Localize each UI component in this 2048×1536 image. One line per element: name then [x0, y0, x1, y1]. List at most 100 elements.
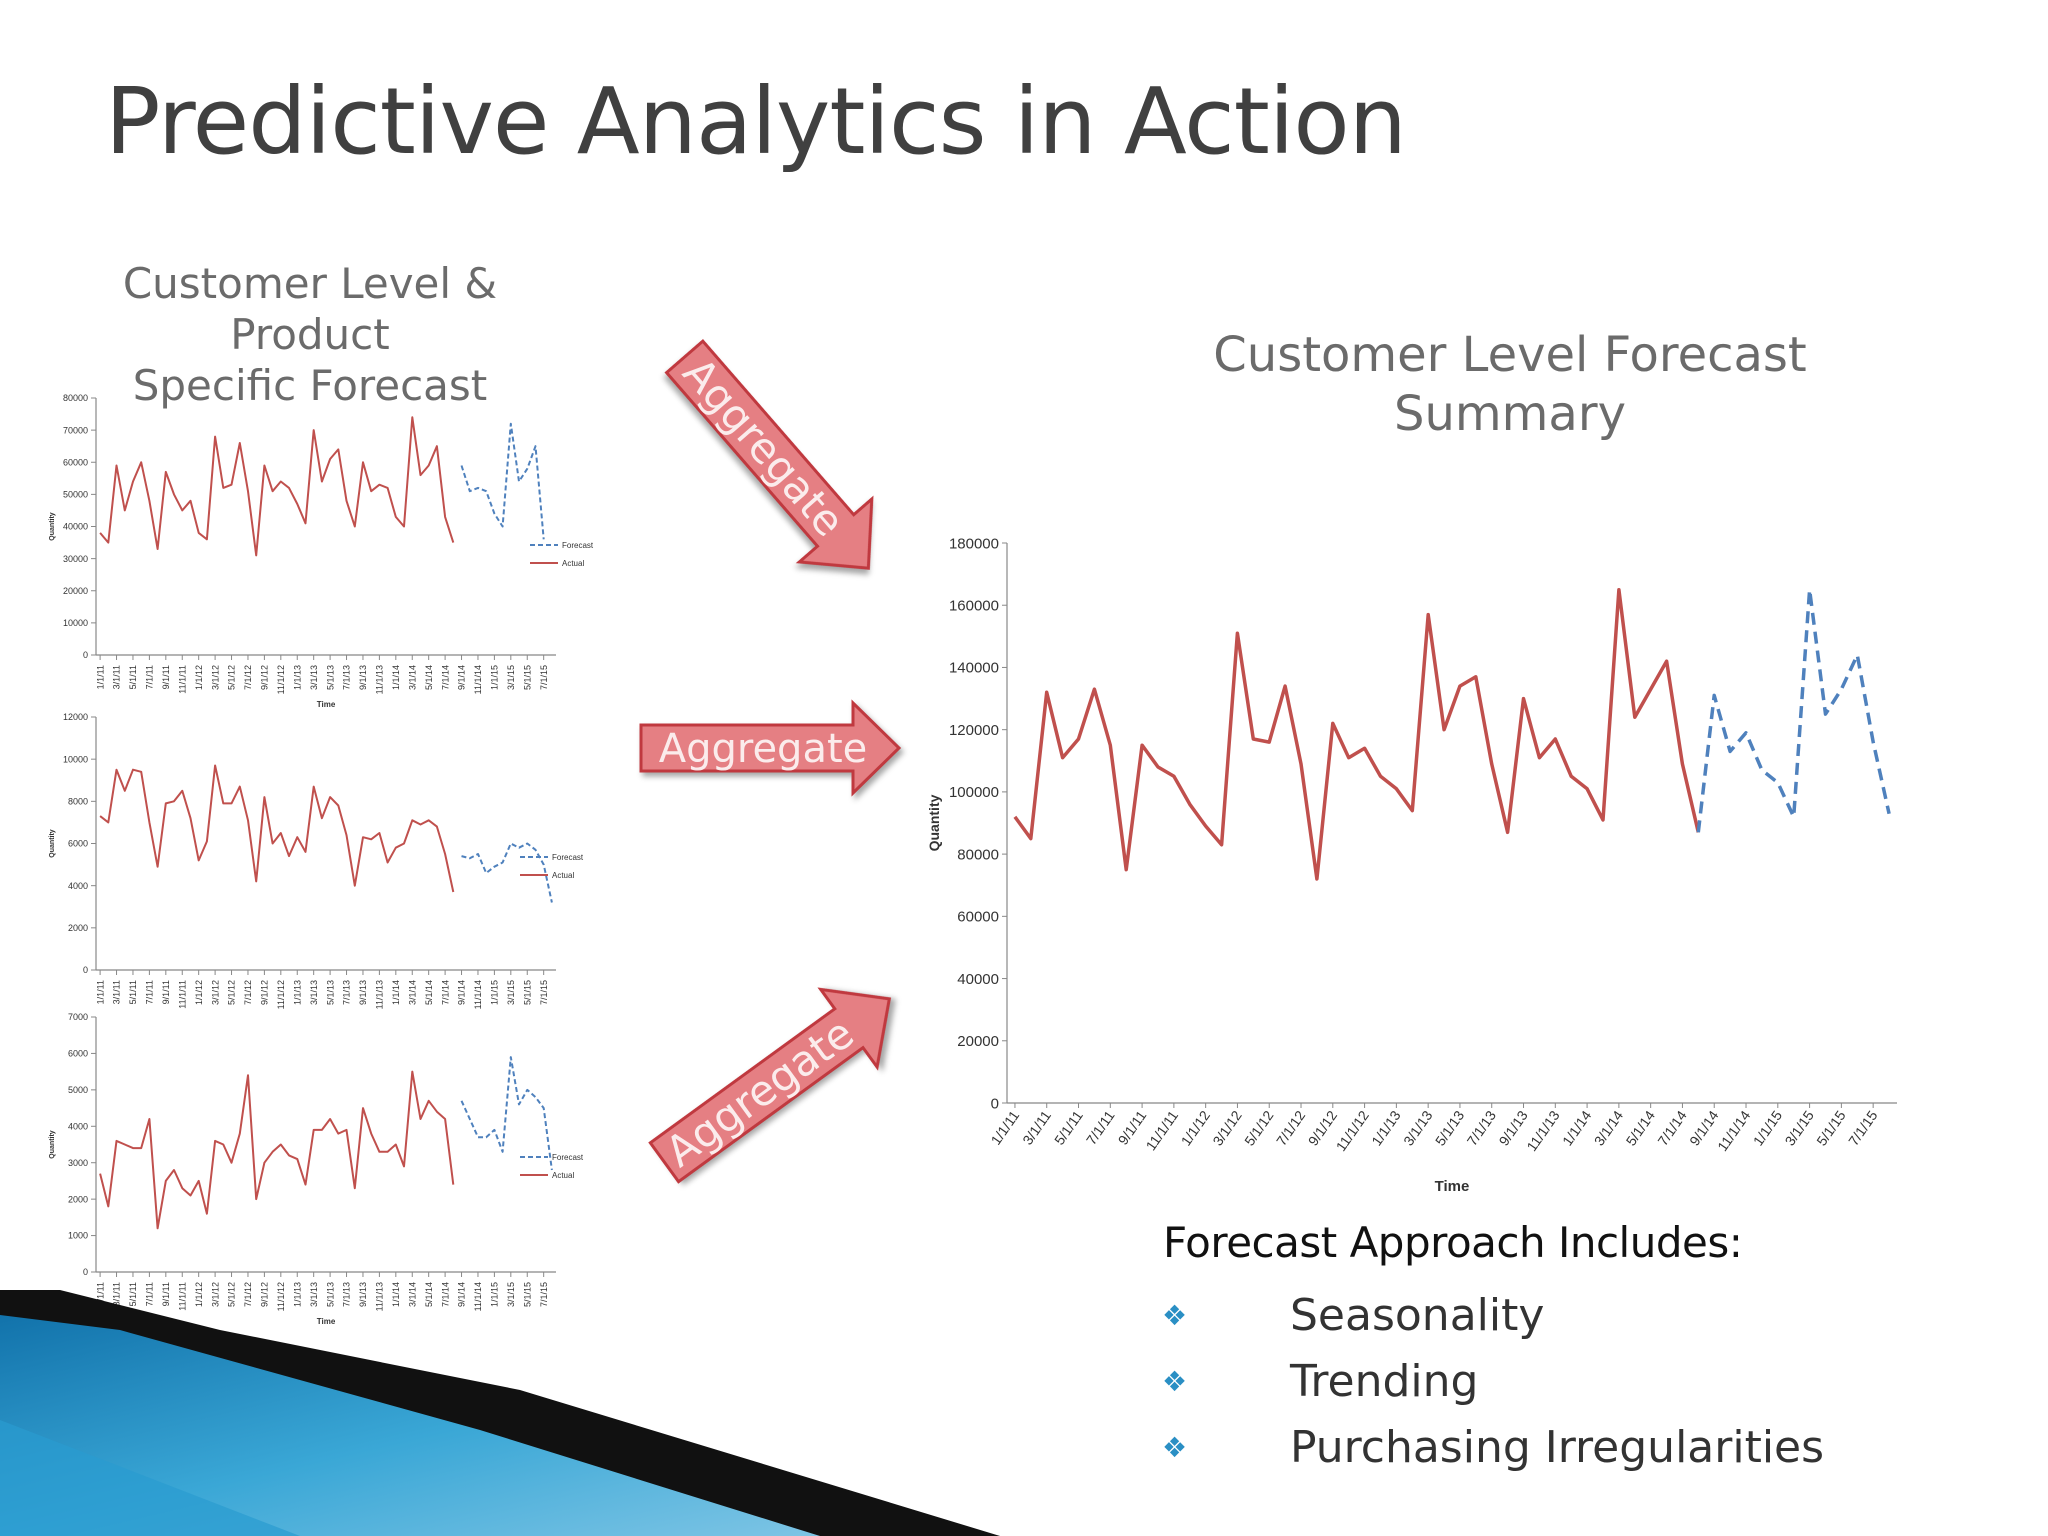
- legend-label: Actual: [552, 871, 574, 880]
- x-tick-label: 7/1/14: [1654, 1107, 1690, 1148]
- x-tick-label: 1/1/11: [95, 665, 105, 689]
- x-tick-label: 5/1/13: [325, 980, 335, 1005]
- x-tick-label: 7/1/13: [342, 1282, 352, 1307]
- x-tick-label: 7/1/11: [145, 980, 155, 1004]
- x-tick-label: 1/1/15: [490, 665, 500, 690]
- y-tick-label: 4000: [68, 881, 88, 891]
- x-tick-label: 1/1/15: [490, 1282, 500, 1307]
- y-tick-label: 120000: [949, 722, 999, 739]
- x-tick-label: 1/1/12: [194, 980, 204, 1005]
- y-tick-label: 0: [83, 1267, 88, 1277]
- x-tick-label: 3/1/14: [407, 980, 417, 1005]
- x-tick-label: 3/1/11: [112, 665, 122, 689]
- y-axis-label: Quantity: [926, 794, 942, 851]
- diamond-cluster-icon: ❖: [1162, 1298, 1188, 1332]
- aggregate-arrow-middle: Aggregate: [639, 699, 902, 797]
- x-tick-label: 5/1/14: [424, 1282, 434, 1307]
- x-tick-label: 5/1/11: [1051, 1107, 1086, 1147]
- approach-title: Forecast Approach Includes:: [1163, 1218, 1743, 1267]
- y-tick-label: 1000: [68, 1231, 88, 1241]
- x-tick-label: 3/1/14: [1591, 1107, 1627, 1148]
- legend-label: Forecast: [562, 541, 594, 550]
- x-tick-label: 11/1/13: [1523, 1107, 1562, 1154]
- y-tick-label: 2000: [68, 923, 88, 933]
- aggregate-label-top: Aggregate: [674, 348, 855, 545]
- y-tick-label: 40000: [63, 522, 88, 532]
- y-tick-label: 12000: [63, 712, 88, 722]
- x-tick-label: 7/1/15: [1845, 1107, 1881, 1148]
- x-tick-label: 1/1/14: [1559, 1107, 1595, 1148]
- x-tick-label: 3/1/14: [407, 1282, 417, 1307]
- x-tick-label: 3/1/11: [112, 1282, 122, 1306]
- x-tick-label: 5/1/15: [522, 1282, 532, 1307]
- x-tick-label: 5/1/12: [1241, 1107, 1277, 1148]
- y-axis-label: Quantity: [49, 512, 56, 540]
- legend-label: Forecast: [552, 853, 584, 862]
- x-tick-label: 1/1/14: [391, 1282, 401, 1307]
- left-subtitle: Customer Level & Product Specific Foreca…: [40, 258, 580, 412]
- x-tick-label: 1/1/11: [95, 980, 105, 1004]
- x-tick-label: 1/1/11: [987, 1107, 1022, 1147]
- x-tick-label: 9/1/11: [161, 1282, 171, 1306]
- x-tick-label: 9/1/13: [358, 665, 368, 690]
- x-tick-label: 7/1/12: [243, 1282, 253, 1307]
- x-axis-label: Time: [1435, 1178, 1470, 1195]
- y-tick-label: 20000: [63, 586, 88, 596]
- product-forecast-chart-1: 0 10000 20000 30000 40000 50000 60000 70000 8000…: [49, 393, 594, 709]
- actual-series-line: [99, 416, 455, 557]
- x-tick-label: 11/1/11: [1143, 1107, 1182, 1153]
- x-tick-label: 5/1/12: [227, 665, 237, 690]
- left-subtitle-line-1: Customer Level & Product: [122, 259, 498, 360]
- x-tick-label: 1/1/11: [95, 1282, 105, 1306]
- y-tick-label: 8000: [68, 796, 88, 806]
- y-tick-label: 20000: [957, 1033, 999, 1050]
- x-tick-label: 9/1/14: [457, 1282, 467, 1307]
- legend-label: Forecast: [552, 1153, 584, 1162]
- right-subtitle-line-1: Customer Level Forecast: [1213, 327, 1807, 383]
- x-tick-label: 7/1/12: [243, 980, 253, 1005]
- forecast-series-line: [460, 422, 545, 540]
- x-tick-label: 1/1/13: [292, 665, 302, 690]
- x-tick-label: 11/1/11: [177, 665, 187, 694]
- x-axis-label: Time: [317, 700, 336, 709]
- list-item: ❖ Trending: [1160, 1348, 1824, 1414]
- x-tick-label: 11/1/12: [276, 665, 286, 694]
- approach-item-label: Trending: [1290, 1355, 1479, 1407]
- x-tick-label: 5/1/13: [1432, 1107, 1468, 1148]
- arrow-shape: [664, 339, 874, 570]
- y-tick-label: 0: [991, 1095, 999, 1112]
- x-tick-label: 1/1/13: [1368, 1107, 1404, 1148]
- x-tick-label: 3/1/15: [506, 1282, 516, 1307]
- x-tick-label: 9/1/11: [161, 665, 171, 689]
- y-tick-label: 0: [83, 965, 88, 975]
- y-tick-label: 180000: [949, 535, 999, 552]
- x-tick-label: 7/1/13: [342, 665, 352, 690]
- x-tick-label: 1/1/14: [391, 980, 401, 1005]
- swoosh-band: [0, 1300, 1000, 1536]
- y-tick-label: 60000: [957, 909, 999, 926]
- x-tick-label: 7/1/14: [440, 980, 450, 1005]
- x-tick-label: 5/1/11: [128, 1282, 138, 1306]
- x-tick-label: 11/1/14: [473, 980, 483, 1009]
- x-tick-label: 9/1/13: [358, 1282, 368, 1307]
- legend-label: Actual: [552, 1171, 574, 1180]
- aggregate-label-bottom: Aggregate: [657, 1008, 863, 1176]
- x-tick-label: 9/1/13: [358, 980, 368, 1005]
- x-tick-label: 5/1/13: [325, 1282, 335, 1307]
- swoosh-corner: [0, 1420, 300, 1536]
- x-tick-label: 7/1/13: [342, 980, 352, 1005]
- y-tick-label: 3000: [68, 1158, 88, 1168]
- x-tick-label: 5/1/12: [227, 1282, 237, 1307]
- x-tick-label: 5/1/11: [128, 665, 138, 689]
- product-forecast-chart-2: 0 2000 4000 6000 8000 10000 12000 1/1/11 3/1/11 5…: [49, 712, 584, 1009]
- x-tick-label: 3/1/12: [210, 665, 220, 690]
- x-tick-label: 5/1/11: [128, 980, 138, 1004]
- y-tick-label: 6000: [68, 1049, 88, 1059]
- x-tick-label: 1/1/12: [194, 665, 204, 690]
- x-tick-label: 7/1/13: [1464, 1107, 1500, 1148]
- y-tick-label: 80000: [957, 846, 999, 863]
- x-tick-label: 7/1/15: [539, 1282, 549, 1307]
- x-tick-label: 7/1/12: [243, 665, 253, 690]
- actual-series-line: [99, 764, 455, 893]
- x-tick-label: 11/1/14: [473, 665, 483, 694]
